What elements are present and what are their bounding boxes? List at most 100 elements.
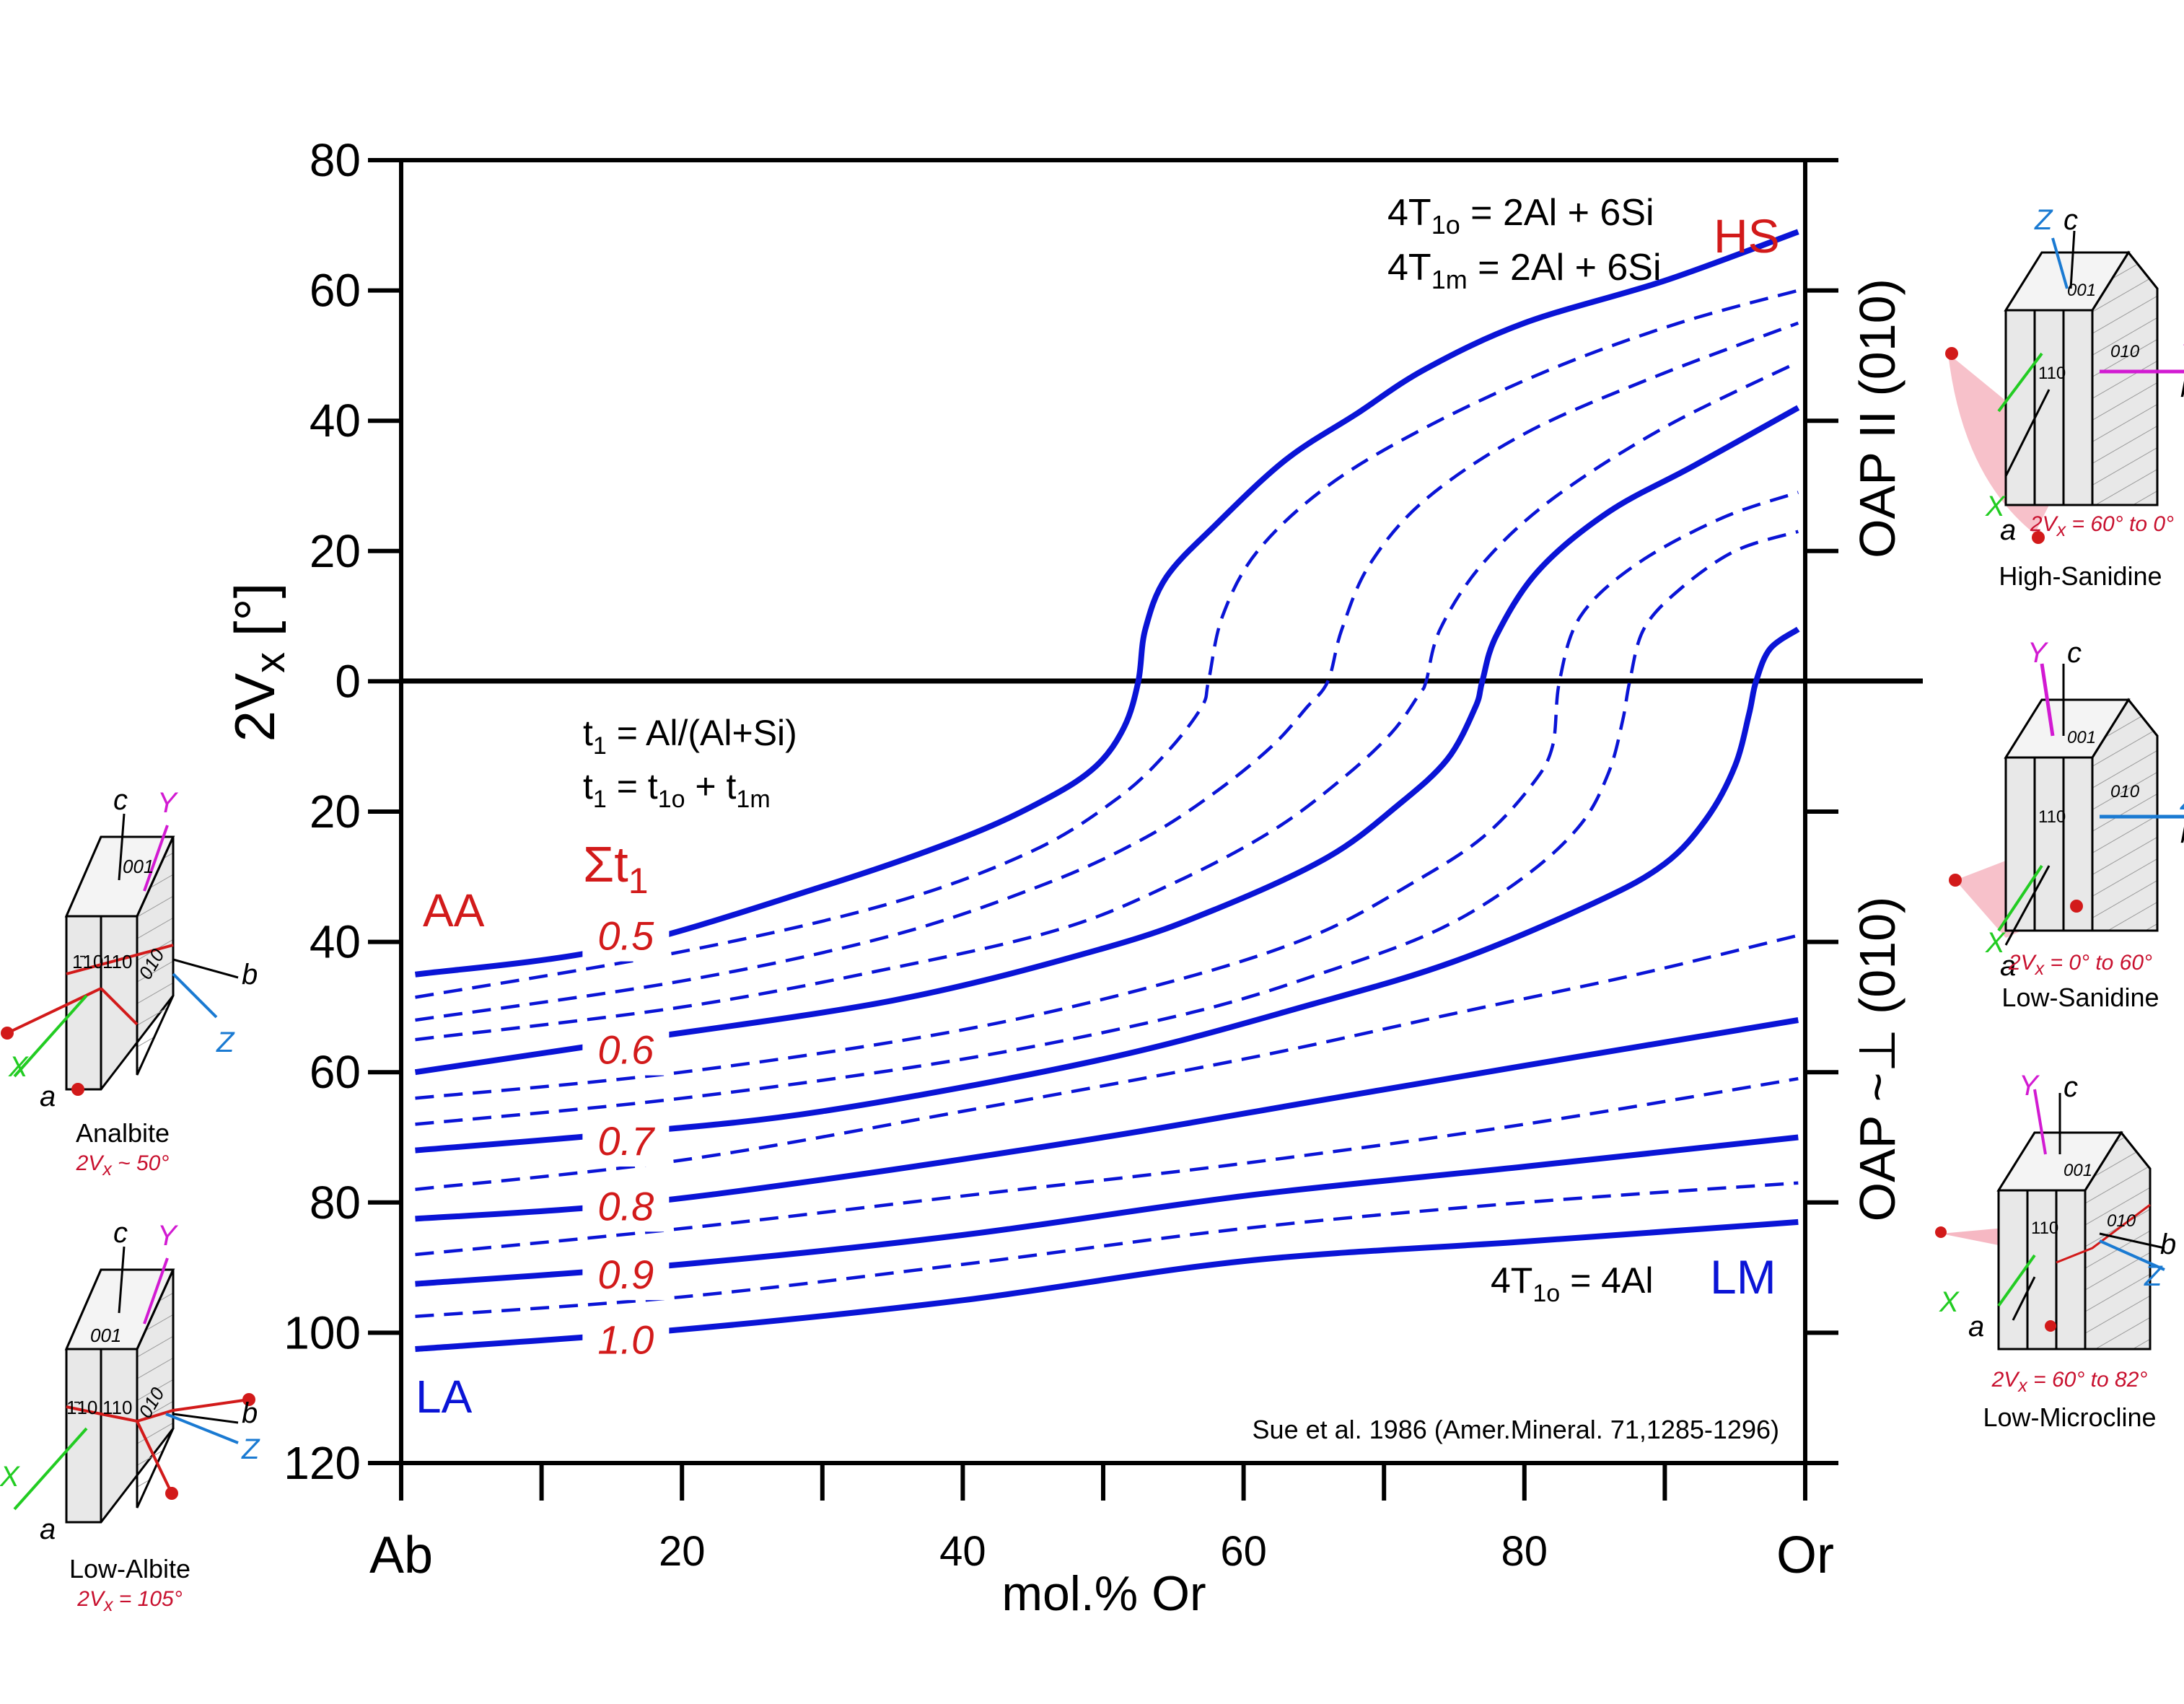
eq-lm: 4T1o = 4Al [1491, 1260, 1653, 1307]
svg-text:a: a [40, 1081, 56, 1112]
y-tick-label-8: 80 [310, 1177, 361, 1229]
oap-lower: OAP ~⊥ (010) [1849, 897, 1905, 1222]
series-line-2 [415, 321, 1799, 1022]
y-axis-title-text: 2Vx [°] [223, 583, 294, 742]
svg-text:X: X [1939, 1286, 1960, 1318]
svg-text:Y: Y [157, 787, 179, 819]
series-label-bg-13 [582, 1313, 670, 1366]
svg-text:010: 010 [2107, 1211, 2136, 1231]
svg-text:a: a [2000, 950, 2016, 982]
series-line-12 [415, 1181, 1799, 1319]
svg-text:001: 001 [90, 1325, 121, 1346]
x-axis-title: mol.% Or [1001, 1566, 1206, 1621]
svg-text:b: b [2180, 817, 2184, 849]
svg-text:Y: Y [2027, 637, 2049, 669]
y-tick-label-4: 0 [335, 655, 361, 707]
caption-low-microcline: Low-Microcline [1983, 1402, 2157, 1432]
y-tick-label-2: 40 [310, 395, 361, 447]
x-tick-label-6: 60 [1220, 1528, 1267, 1575]
svg-text:110: 110 [102, 951, 132, 972]
svg-text:X: X [8, 1051, 29, 1083]
svg-text:c: c [2064, 204, 2078, 236]
series-line-6 [415, 530, 1799, 1126]
series-line-4 [414, 405, 1800, 1076]
series-label-bg-9 [582, 1180, 670, 1232]
y-axis-title-unit: [°] [223, 583, 286, 652]
x-tick-label-4: 40 [939, 1528, 986, 1575]
svg-text:010: 010 [2110, 342, 2140, 361]
caption-low-microcline-angle: 2Vx = 60° to 82° [1991, 1368, 2148, 1396]
caption-low-sanidine: Low-Sanidine [2001, 983, 2159, 1012]
svg-text:110: 110 [2038, 807, 2066, 827]
caption-high-sanidine: High-Sanidine [1999, 561, 2162, 591]
label-lm: LM [1710, 1250, 1776, 1304]
series-labels: 0.5 0.6 0.7 0.8 0.9 1.0 [582, 909, 670, 1366]
series-line-0 [414, 229, 1799, 978]
series-label-7: 0.7 [597, 1118, 655, 1164]
svg-text:c: c [2067, 637, 2082, 669]
crystal-low-microcline: c Y b Z X a 001 110 010 [1935, 1070, 2176, 1351]
series-label-11: 0.9 [597, 1252, 654, 1297]
x-tick-label-8: 80 [1501, 1528, 1548, 1575]
svg-text:001: 001 [123, 856, 154, 877]
svg-text:001: 001 [2067, 728, 2096, 747]
series-line-1 [415, 289, 1799, 999]
svg-text:b: b [2180, 372, 2184, 403]
svg-text:110: 110 [2031, 1218, 2058, 1238]
series-label-9: 0.8 [597, 1183, 654, 1229]
series-line-3 [415, 360, 1799, 1042]
label-la: LA [416, 1371, 473, 1423]
svg-text:001: 001 [2064, 1161, 2092, 1180]
source-citation: Sue et al. 1986 (Amer.Mineral. 71,1285-1… [1253, 1415, 1779, 1444]
svg-text:010: 010 [2110, 782, 2140, 802]
svg-text:a: a [40, 1514, 56, 1545]
series-line-7 [415, 626, 1800, 1154]
svg-text:1̄10: 1̄10 [72, 951, 103, 972]
x-ticks: Ab 20 40 60 80 Or [369, 1463, 1834, 1584]
svg-text:Z: Z [2180, 784, 2184, 816]
svg-text:Y: Y [2180, 339, 2184, 371]
y-tick-label-0: 80 [310, 134, 361, 186]
svg-text:X: X [1985, 927, 2006, 959]
y-tick-label-5: 20 [310, 786, 361, 838]
series-layer [414, 229, 1800, 1352]
crystal-high-sanidine: c Z Y b X a 001 110 010 [1945, 204, 2184, 546]
svg-text:a: a [1968, 1311, 1984, 1343]
y-tick-label-9: 100 [284, 1306, 361, 1358]
series-label-0: 0.5 [597, 913, 654, 959]
svg-text:Z: Z [241, 1433, 260, 1465]
eq-t1-2: t1 = t1o + t1m [583, 766, 771, 813]
svg-text:c: c [2064, 1071, 2078, 1103]
series-line-5 [415, 491, 1799, 1100]
caption-low-albite: Low-Albite [69, 1554, 191, 1584]
y-tick-label-7: 60 [310, 1046, 361, 1098]
eq-hs-2: 4T1m = 2Al + 6Si [1387, 247, 1662, 294]
caption-high-sanidine-angle: 2Vx = 60° to 0° [2030, 512, 2175, 540]
svg-text:Z: Z [2034, 204, 2053, 236]
caption-low-sanidine-angle: 2Vx = 0° to 60° [2008, 951, 2153, 979]
y-axis-title: 2Vx [°] [223, 583, 294, 742]
y-ticks: 80 60 40 20 0 20 40 60 80 100 120 [284, 134, 1838, 1489]
svg-text:c: c [113, 784, 128, 816]
axes: 80 60 40 20 0 20 40 60 80 100 120 Ab 20 40 60 80 Or [284, 134, 1923, 1584]
svg-text:110: 110 [102, 1397, 132, 1418]
x-tick-label-0: Ab [369, 1527, 433, 1584]
y-tick-label-1: 60 [310, 265, 361, 317]
svg-text:X: X [1985, 491, 2006, 522]
caption-analbite: Analbite [75, 1118, 170, 1148]
svg-text:b: b [2160, 1229, 2176, 1260]
oap-upper: OAP II (010) [1849, 278, 1905, 558]
svg-text:1̄10: 1̄10 [66, 1397, 97, 1418]
y-axis-title-sub: x [247, 652, 294, 673]
svg-text:Z: Z [216, 1027, 235, 1058]
series-label-bg-4 [582, 1023, 670, 1076]
svg-text:a: a [2000, 514, 2016, 546]
y-tick-label-10: 120 [284, 1437, 361, 1489]
svg-text:X: X [0, 1461, 20, 1493]
y-tick-label-6: 40 [310, 916, 361, 968]
eq-t1-1: t1 = Al/(Al+Si) [583, 713, 797, 760]
svg-text:c: c [113, 1217, 128, 1249]
svg-text:Y: Y [157, 1220, 179, 1252]
caption-low-albite-angle: 2Vx = 105° [77, 1587, 183, 1615]
label-aa: AA [423, 884, 485, 936]
